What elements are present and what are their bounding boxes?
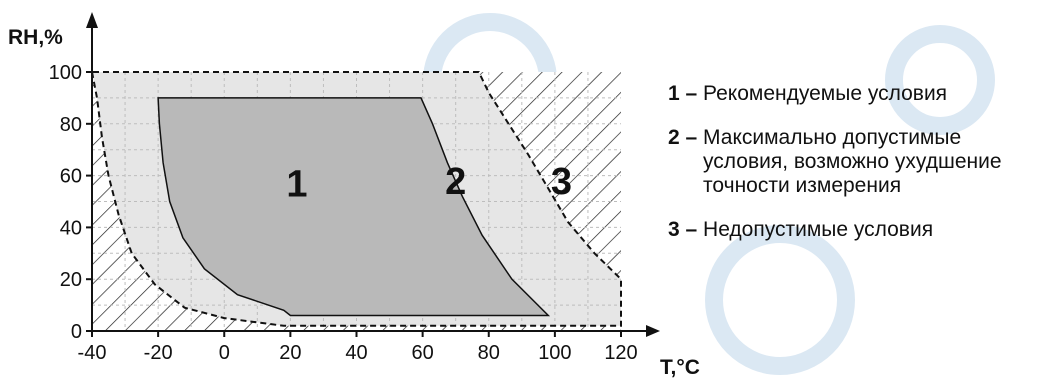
- legend-number: 3 –: [668, 218, 704, 241]
- x-tick-label: -20: [144, 342, 173, 364]
- legend-number: 2 –: [668, 126, 704, 149]
- y-axis-title: RH,%: [8, 26, 63, 49]
- y-tick-label: 20: [60, 269, 82, 291]
- x-tick-label: 20: [279, 342, 301, 364]
- zone-label-2: 2: [445, 161, 466, 203]
- y-tick-label: 100: [49, 62, 82, 84]
- x-axis-arrow: [646, 325, 660, 337]
- y-tick-label: 40: [60, 217, 82, 239]
- y-tick-label: 0: [71, 321, 82, 343]
- x-tick-label: 60: [412, 342, 434, 364]
- plot-area: 1 2 3: [90, 71, 622, 331]
- x-axis-title: T,°C: [660, 356, 700, 379]
- watermark-logo-2: [885, 25, 995, 135]
- y-tick-label: 60: [60, 166, 82, 188]
- legend: 1 – Рекомендуемые условия 2 – Максимальн…: [668, 82, 1046, 262]
- y-tick-label: 80: [60, 114, 82, 136]
- legend-text: Максимально допустимые условия, возможно…: [703, 126, 1002, 197]
- zone-2-boundary: [90, 71, 622, 327]
- legend-item-3: 3 – Недопустимые условия: [668, 218, 1046, 242]
- zone-1-area: [157, 97, 551, 317]
- y-axis-arrow: [86, 12, 98, 28]
- legend-number: 1 –: [668, 82, 704, 105]
- legend-item-1: 1 – Рекомендуемые условия: [668, 82, 1046, 106]
- x-tick-label: 80: [478, 342, 500, 364]
- legend-text: Недопустимые условия: [703, 218, 934, 241]
- x-tick-label: 120: [604, 342, 637, 364]
- x-tick-label: 0: [219, 342, 230, 364]
- x-tick-label: 100: [538, 342, 571, 364]
- zone-label-1: 1: [286, 163, 307, 205]
- legend-item-2: 2 – Максимально допустимые условия, возм…: [668, 126, 1046, 198]
- legend-text: Рекомендуемые условия: [703, 82, 948, 105]
- x-tick-label: -40: [78, 342, 107, 364]
- zone-label-3: 3: [551, 161, 572, 203]
- axes: RH,% T,°C -40 -20 0 20 40 60 80 100 120 0 20 40 60 80…: [8, 12, 700, 379]
- watermark-logo-4: [705, 225, 855, 375]
- x-tick-label: 40: [345, 342, 367, 364]
